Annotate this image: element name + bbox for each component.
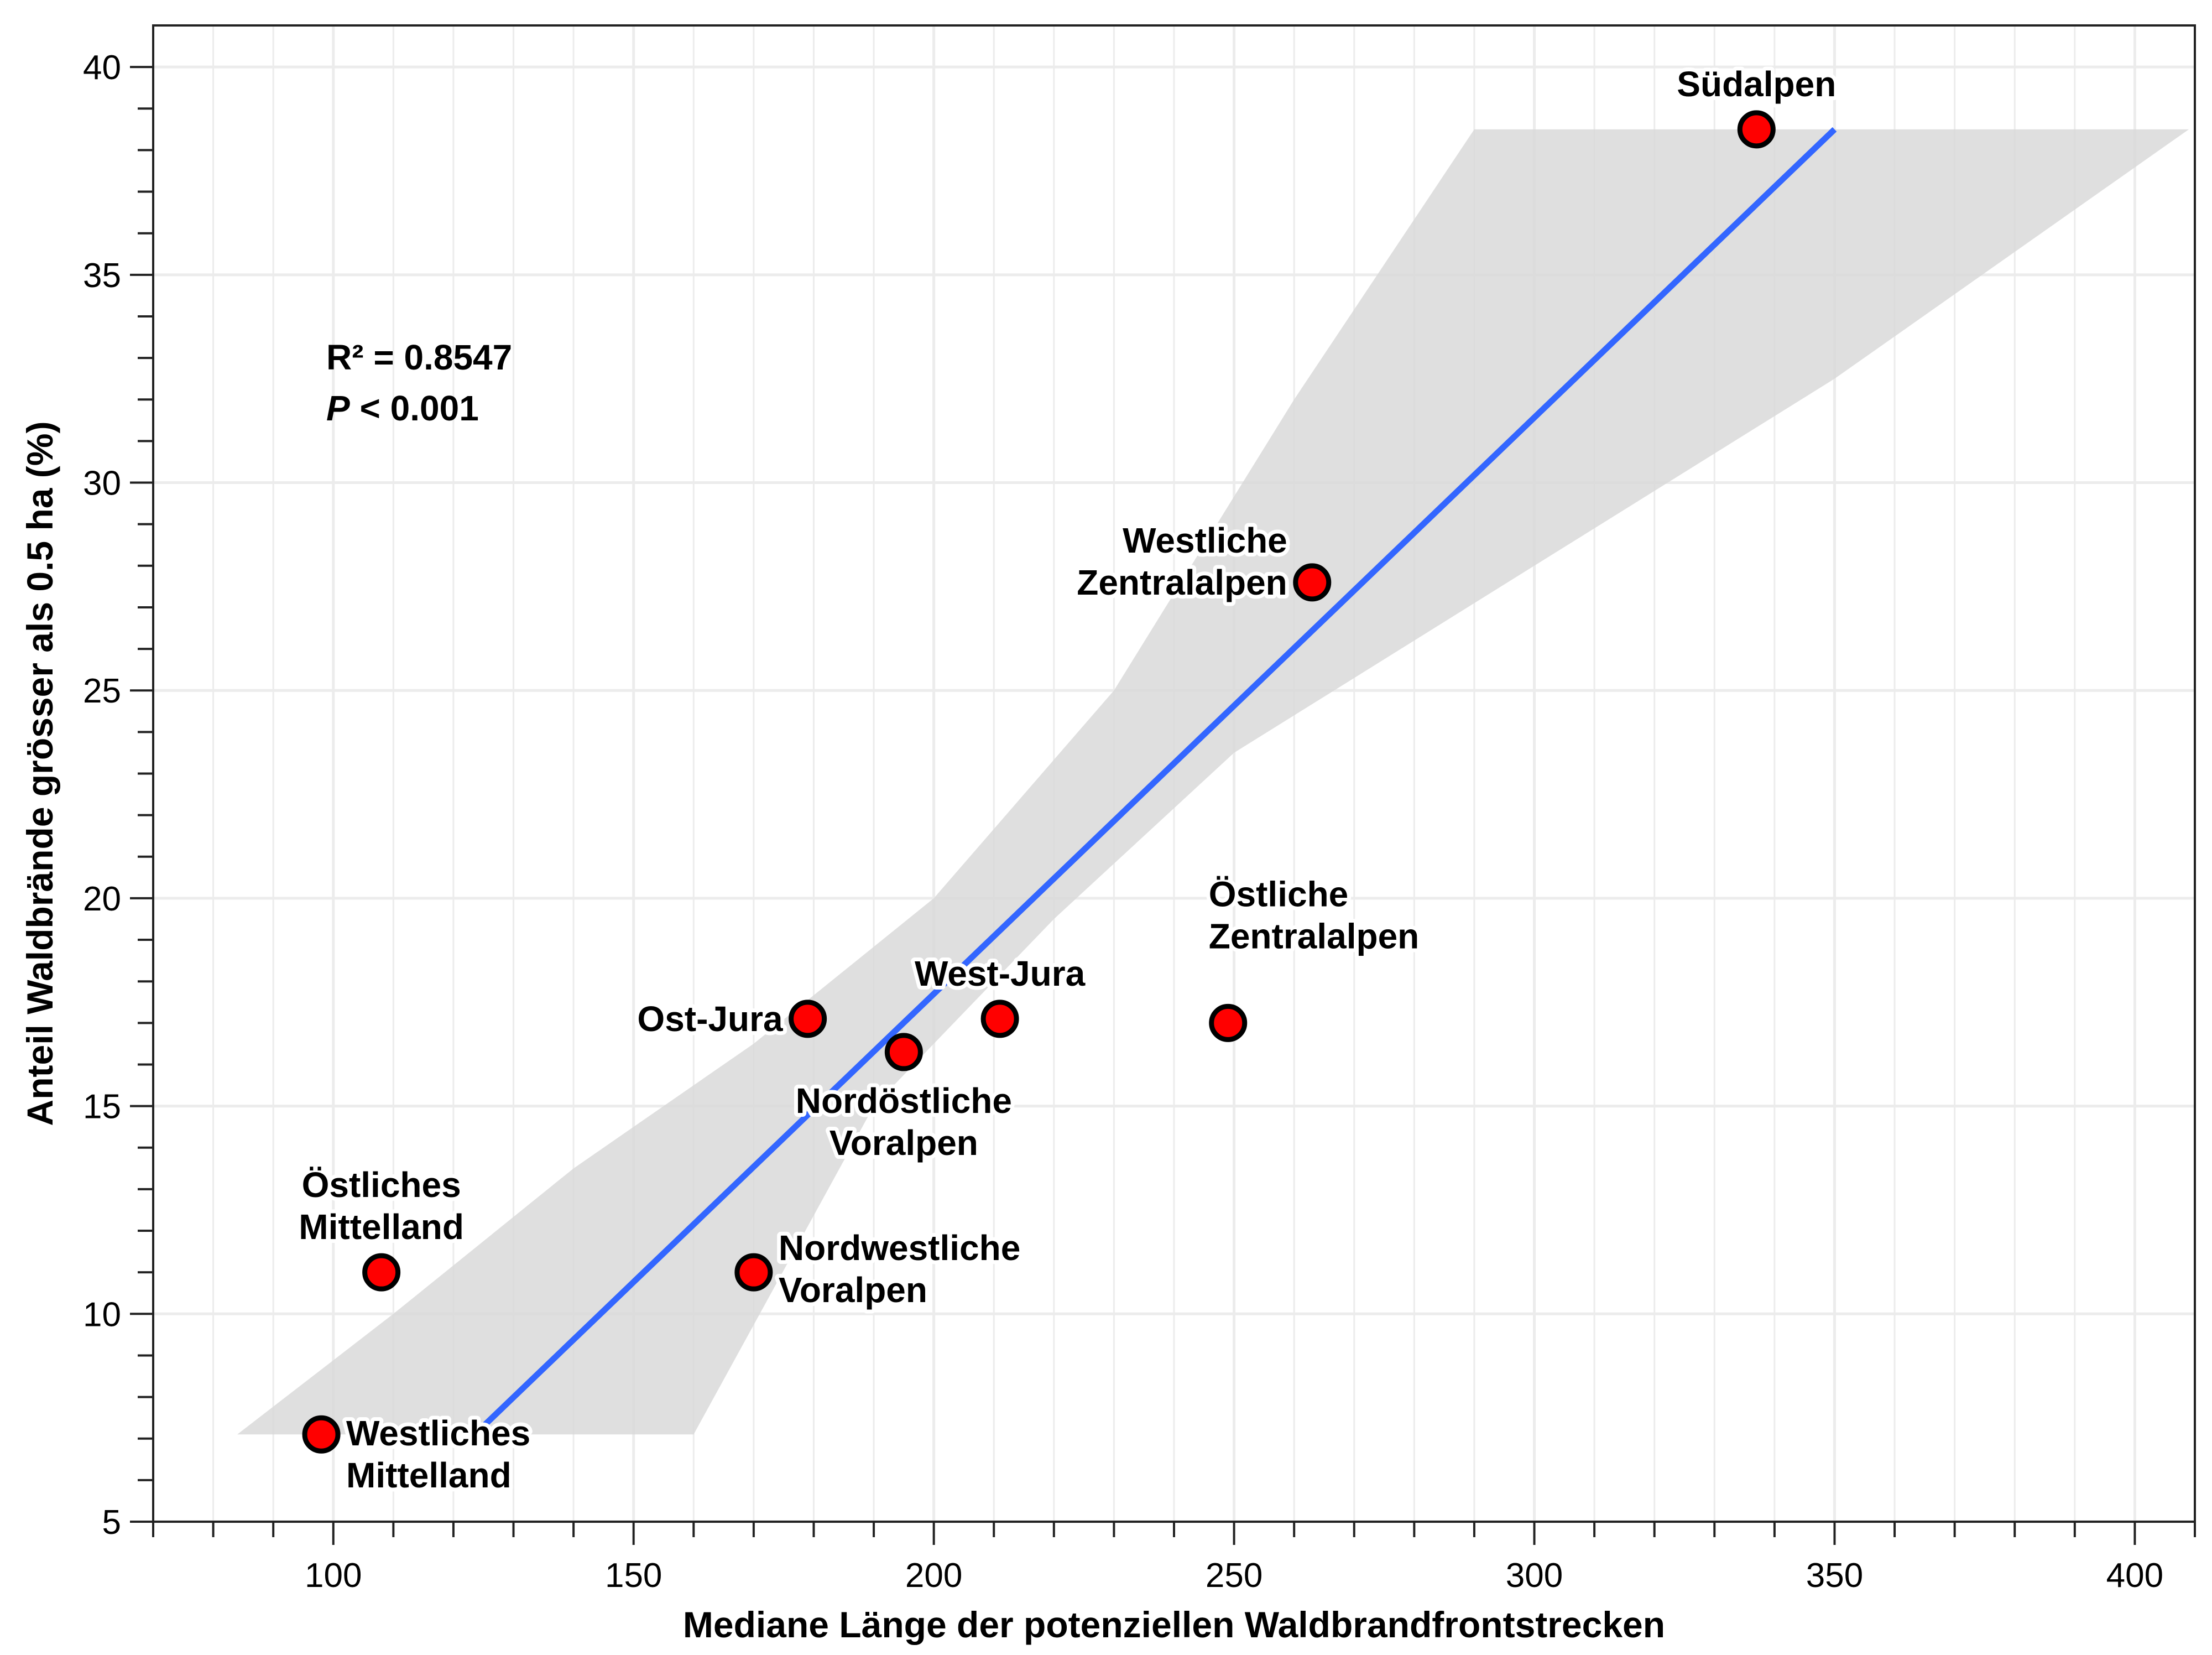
data-points bbox=[302, 110, 1776, 1454]
x-tick-label: 100 bbox=[305, 1557, 362, 1595]
x-tick-label: 400 bbox=[2106, 1557, 2163, 1595]
x-tick-label: 350 bbox=[1806, 1557, 1863, 1595]
point-label-line: Östliches bbox=[302, 1165, 461, 1205]
point-label-line: Mittelland bbox=[346, 1455, 512, 1495]
point-label-line: Zentralalpen bbox=[1209, 916, 1420, 956]
y-tick-label: 30 bbox=[83, 465, 121, 503]
point-label-line: Mittelland bbox=[299, 1207, 464, 1247]
y-tick-label: 25 bbox=[83, 672, 121, 710]
x-tick-label: 300 bbox=[1506, 1557, 1563, 1595]
point-label: Östliche Zentralalpen bbox=[1209, 874, 1420, 956]
y-axis: 5 10 15 20 25 30 35 40 bbox=[83, 49, 153, 1542]
data-point bbox=[734, 1253, 773, 1292]
r-squared-annotation: R² = 0.8547 bbox=[326, 337, 512, 377]
data-point bbox=[1209, 1003, 1248, 1042]
point-label: Nordöstliche Voralpen bbox=[796, 1081, 1012, 1163]
point-label-line: Südalpen bbox=[1677, 64, 1836, 104]
point-label: Ost-Jura bbox=[637, 999, 783, 1039]
y-axis-title: Anteil Waldbrände grösser als 0.5 ha (%) bbox=[19, 421, 60, 1126]
x-axis-title: Mediane Länge der potenziellen Waldbrand… bbox=[683, 1604, 1665, 1645]
data-point bbox=[302, 1415, 341, 1454]
point-label-line: Voralpen bbox=[779, 1270, 927, 1310]
y-tick-label: 15 bbox=[83, 1088, 121, 1126]
x-tick-label: 150 bbox=[605, 1557, 662, 1595]
data-point bbox=[1293, 563, 1332, 602]
y-tick-label: 20 bbox=[83, 880, 121, 918]
point-label-line: Voralpen bbox=[830, 1123, 978, 1163]
point-label-line: Westliche bbox=[1123, 521, 1287, 560]
point-label: Östliches Mittelland bbox=[299, 1165, 464, 1247]
data-point bbox=[1737, 110, 1776, 149]
point-label-line: West-Jura bbox=[915, 954, 1086, 993]
data-point bbox=[789, 1000, 827, 1038]
point-label-line: Westliches bbox=[346, 1413, 530, 1453]
point-label: Nordwestliche Voralpen bbox=[779, 1228, 1020, 1310]
x-tick-label: 200 bbox=[905, 1557, 962, 1595]
point-label: Westliches Mittelland bbox=[346, 1413, 530, 1495]
confidence-band bbox=[237, 129, 2189, 1435]
p-value-text: < 0.001 bbox=[350, 388, 479, 428]
y-tick-label: 5 bbox=[102, 1503, 121, 1542]
point-label-line: Ost-Jura bbox=[637, 999, 783, 1039]
grid bbox=[152, 25, 2196, 1523]
p-symbol: P bbox=[326, 388, 350, 428]
point-label: Südalpen bbox=[1677, 64, 1836, 104]
regression-line bbox=[481, 127, 1837, 1429]
y-tick-label: 40 bbox=[83, 49, 121, 87]
data-point bbox=[980, 1000, 1019, 1038]
point-label-line: Östliche bbox=[1209, 874, 1349, 914]
x-axis: 100 150 200 250 300 350 400 bbox=[152, 1522, 2196, 1595]
y-tick-label: 10 bbox=[83, 1295, 121, 1334]
point-label-line: Nordöstliche bbox=[796, 1081, 1012, 1121]
x-tick-label: 250 bbox=[1206, 1557, 1262, 1595]
data-point bbox=[884, 1033, 923, 1071]
point-label: Westliche Zentralalpen bbox=[1077, 521, 1287, 602]
point-label: West-Jura bbox=[915, 954, 1086, 993]
point-label-line: Zentralalpen bbox=[1077, 563, 1287, 602]
point-label-line: Nordwestliche bbox=[779, 1228, 1020, 1268]
p-value-annotation: P < 0.001 bbox=[326, 388, 479, 428]
data-point bbox=[362, 1253, 401, 1292]
y-tick-label: 35 bbox=[83, 257, 121, 295]
